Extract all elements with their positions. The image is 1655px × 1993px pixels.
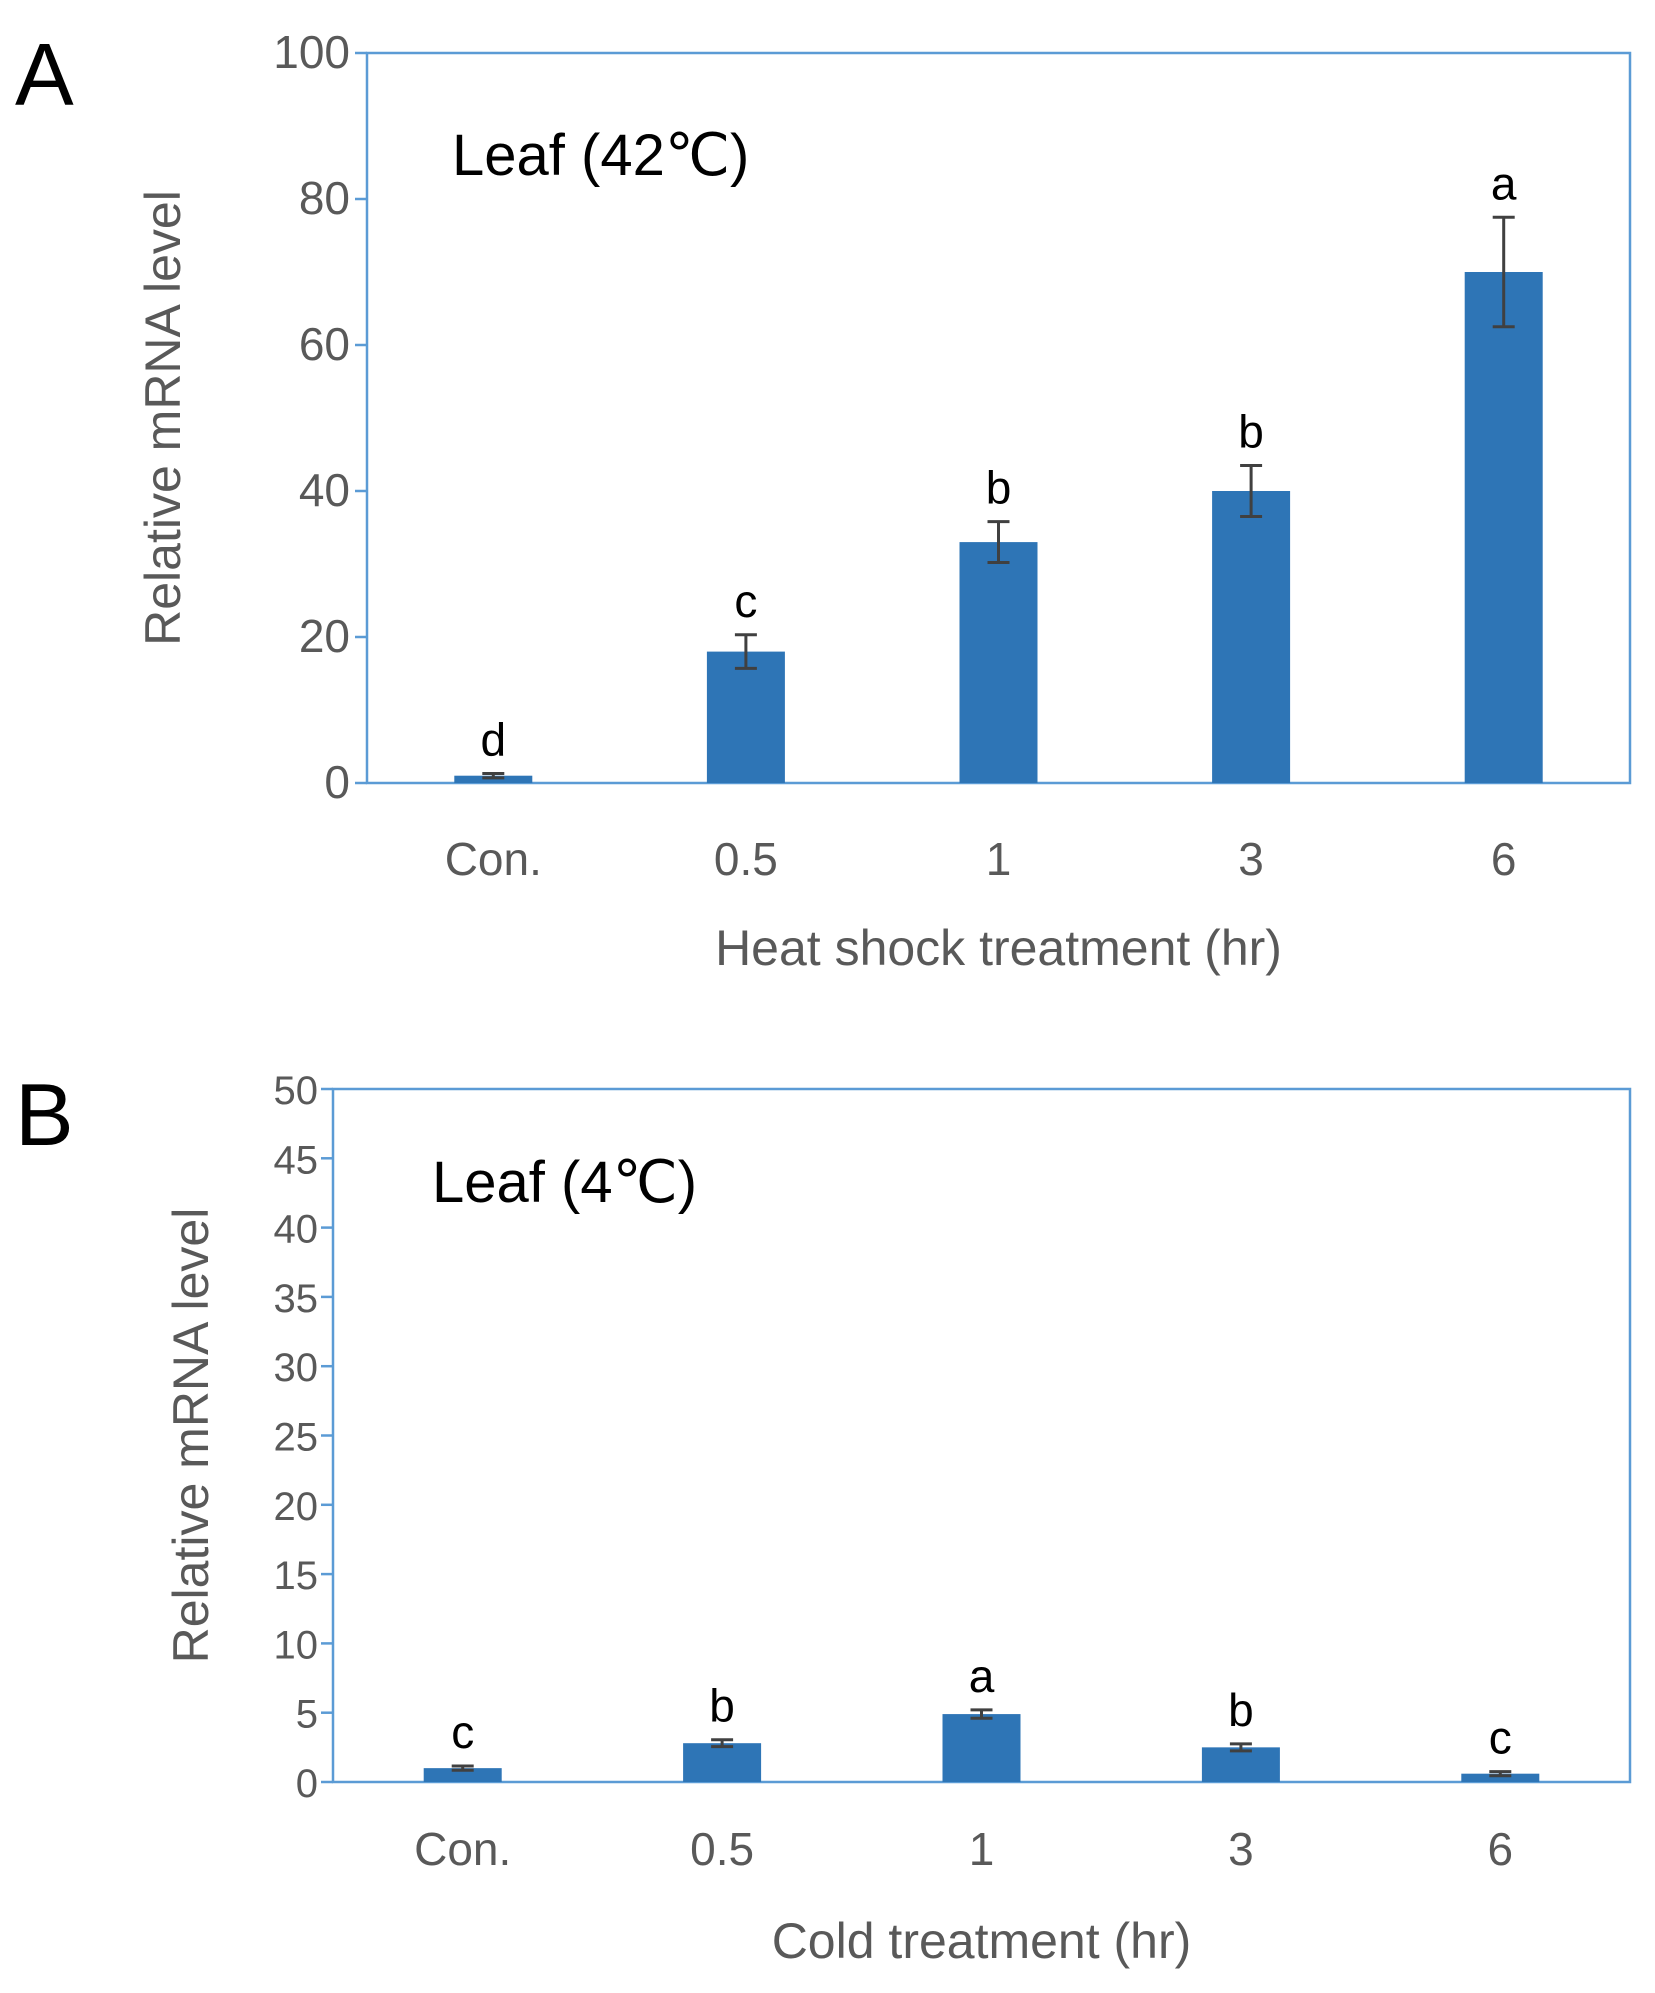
panel-letter: A bbox=[15, 25, 74, 124]
y-axis-title: Relative mRNA level bbox=[163, 1208, 219, 1664]
significance-letter: c bbox=[1489, 1712, 1512, 1764]
x-tick-label: 1 bbox=[969, 1823, 995, 1875]
y-tick-label: 5 bbox=[296, 1693, 318, 1737]
bar bbox=[959, 542, 1038, 783]
significance-letter: c bbox=[451, 1706, 474, 1758]
significance-letter: b bbox=[1238, 405, 1264, 457]
y-tick-label: 60 bbox=[299, 318, 350, 370]
y-axis-title: Relative mRNA level bbox=[135, 190, 191, 646]
significance-letter: b bbox=[709, 1680, 735, 1732]
bar bbox=[1464, 272, 1543, 783]
y-tick-label: 10 bbox=[274, 1623, 319, 1667]
y-tick-label: 45 bbox=[274, 1138, 319, 1182]
panel-annotation: Leaf (4℃) bbox=[432, 1150, 697, 1215]
bar bbox=[683, 1743, 762, 1782]
x-tick-label: 6 bbox=[1488, 1823, 1514, 1875]
x-axis-title: Heat shock treatment (hr) bbox=[715, 920, 1282, 976]
y-tick-label: 100 bbox=[273, 26, 350, 78]
y-tick-label: 30 bbox=[274, 1346, 319, 1390]
significance-letter: c bbox=[734, 575, 757, 627]
bar bbox=[1461, 1773, 1540, 1782]
x-tick-label: 3 bbox=[1228, 1823, 1254, 1875]
y-tick-label: 80 bbox=[299, 172, 350, 224]
x-tick-label: Con. bbox=[414, 1823, 511, 1875]
panel-a: A 0 20 40 60 80 100 Relative mRNA level Leaf (42… bbox=[15, 25, 1632, 976]
significance-letter: a bbox=[969, 1650, 995, 1702]
y-tick-label: 20 bbox=[274, 1485, 319, 1529]
bar bbox=[423, 1768, 502, 1782]
significance-letter: d bbox=[481, 714, 507, 766]
panel-annotation: Leaf (42℃) bbox=[452, 123, 749, 188]
y-tick-label: 40 bbox=[299, 464, 350, 516]
y-tick-label: 20 bbox=[299, 610, 350, 662]
y-tick-label: 40 bbox=[274, 1208, 319, 1252]
x-tick-label: 6 bbox=[1491, 833, 1517, 885]
significance-letter: b bbox=[1228, 1684, 1254, 1736]
significance-letter: b bbox=[986, 462, 1012, 514]
y-tick-label: 25 bbox=[274, 1416, 319, 1460]
x-tick-label: Con. bbox=[445, 833, 542, 885]
x-tick-label: 1 bbox=[986, 833, 1012, 885]
x-axis-title: Cold treatment (hr) bbox=[772, 1913, 1192, 1969]
y-tick-label: 0 bbox=[324, 756, 350, 808]
y-tick-label: 0 bbox=[296, 1762, 318, 1806]
bar bbox=[1201, 1747, 1280, 1782]
panel-b: B 0 5 10 15 20 25 30 35 40 45 50 Relative mRNA level… bbox=[15, 1065, 1632, 1969]
significance-letter: a bbox=[1491, 157, 1517, 209]
x-tick-label: 0.5 bbox=[714, 833, 778, 885]
y-tick-label: 15 bbox=[274, 1554, 319, 1598]
y-tick-label: 35 bbox=[274, 1277, 319, 1321]
bar bbox=[942, 1714, 1021, 1782]
panel-letter: B bbox=[15, 1065, 74, 1164]
bar bbox=[706, 651, 785, 783]
y-tick-label: 50 bbox=[274, 1069, 319, 1113]
bar bbox=[1212, 491, 1291, 783]
x-tick-label: 0.5 bbox=[690, 1823, 754, 1875]
x-tick-label: 3 bbox=[1238, 833, 1264, 885]
